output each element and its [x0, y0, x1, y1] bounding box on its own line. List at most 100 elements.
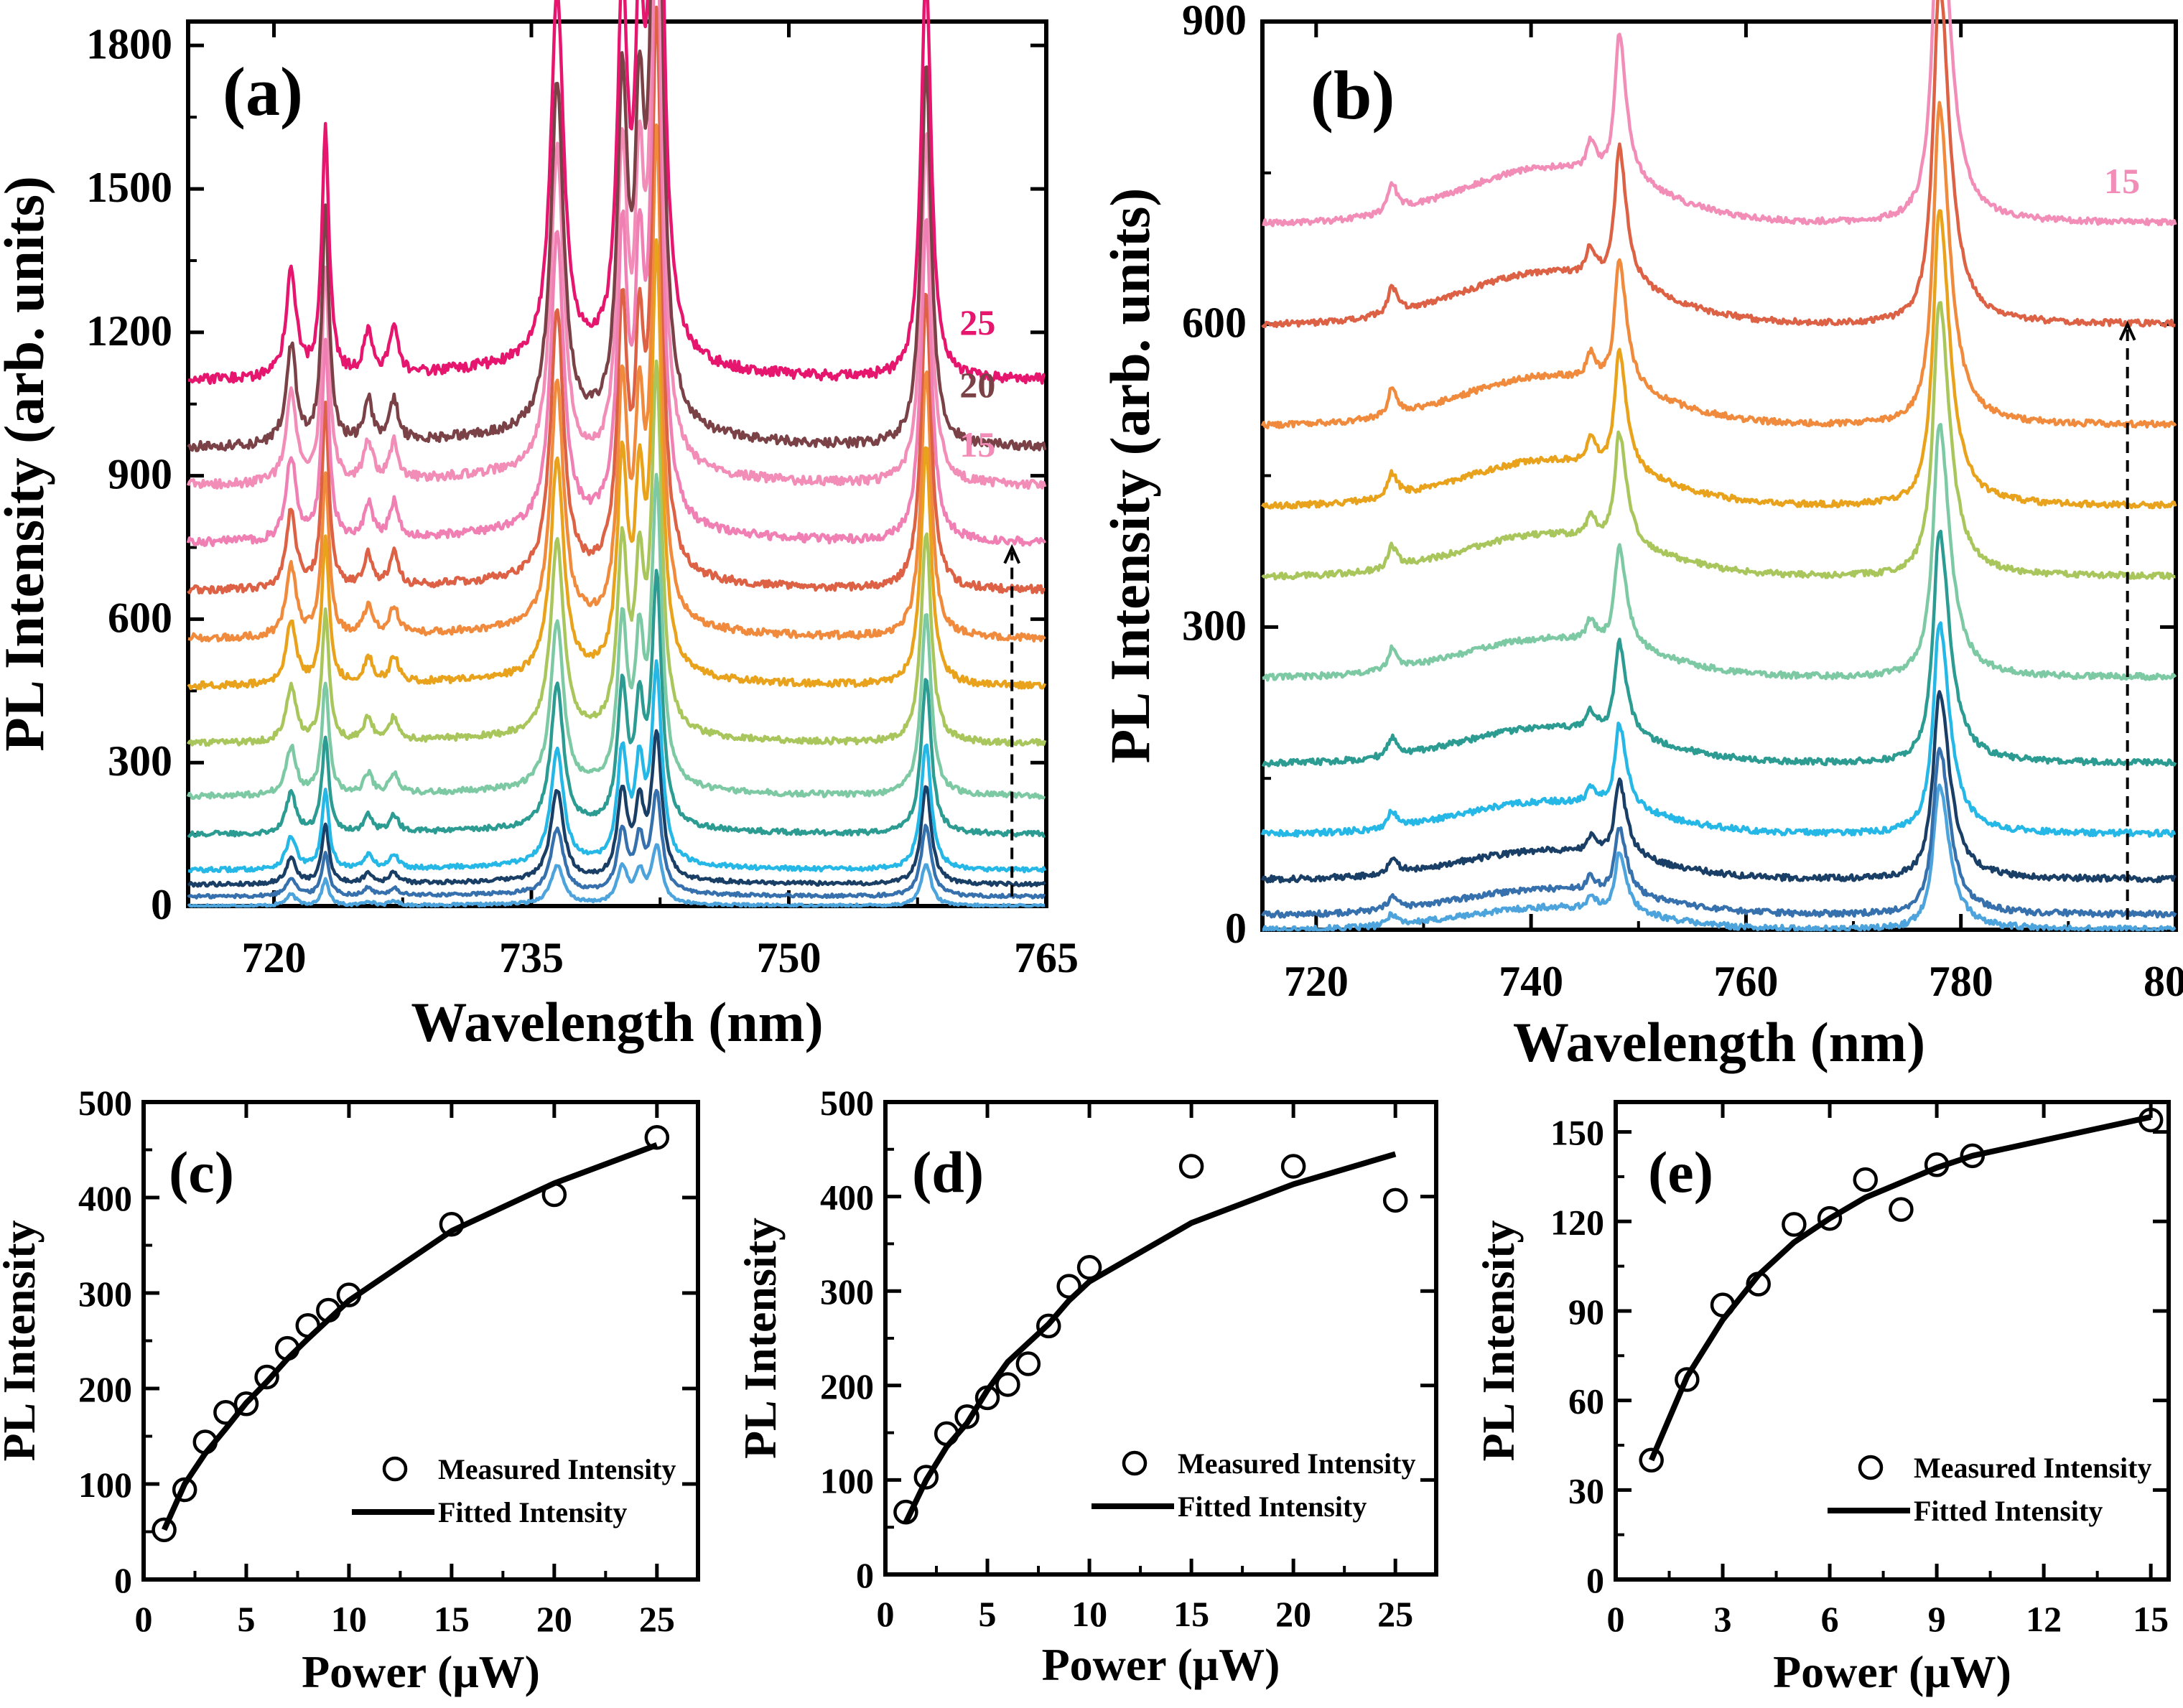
legend-fitted: Fitted Intensity — [438, 1496, 627, 1529]
x-tick-label: 25 — [639, 1599, 675, 1639]
y-axis-title: PL Intensity — [735, 1218, 786, 1459]
y-tick-label: 300 — [1182, 602, 1247, 649]
curve-label: 20 — [959, 365, 995, 405]
measured-point — [1178, 1154, 1204, 1179]
y-tick-label: 400 — [78, 1178, 132, 1218]
y-axis-title: PL Intensity — [0, 1220, 45, 1461]
x-axis-title: Power (μW) — [1773, 1646, 2011, 1697]
y-tick-label: 150 — [1550, 1113, 1604, 1153]
plot-frame — [1614, 1100, 2171, 1582]
panel-b: 720 740 760 780 800 0 300 600 900 Wavelength (nm)… — [1099, 0, 2183, 1073]
legend-fitted: Fitted Intensity — [1178, 1490, 1367, 1523]
measured-point — [439, 1211, 465, 1237]
x-tick-label: 9 — [1928, 1599, 1946, 1639]
y-axis-title: PL Intensity (arb. units) — [0, 176, 55, 752]
x-axis-title: Wavelength (nm) — [411, 991, 823, 1053]
x-tick-label: 735 — [499, 934, 564, 981]
arrow-head — [1003, 543, 1021, 564]
measured-point — [192, 1429, 218, 1455]
measured-point — [1710, 1292, 1736, 1317]
x-tick-label: 12 — [2026, 1599, 2062, 1639]
spectrum-line — [1261, 209, 2177, 510]
spectrum-line — [1260, 690, 2177, 884]
x-tick-label: 0 — [877, 1594, 895, 1634]
spectrum-line — [1262, 783, 2177, 932]
x-tick-label: 6 — [1821, 1599, 1839, 1639]
y-tick-label: 0 — [1225, 905, 1247, 952]
y-tick-label: 1200 — [86, 307, 172, 355]
x-tick-label: 720 — [1284, 958, 1349, 1005]
y-tick-label: 0 — [856, 1555, 874, 1595]
y-tick-label: 600 — [108, 594, 172, 641]
measured-point — [1076, 1255, 1102, 1280]
x-tick-label: 15 — [2133, 1599, 2169, 1639]
arrow-head — [2118, 320, 2136, 341]
y-tick-label: 100 — [78, 1465, 132, 1505]
y-tick-label: 500 — [820, 1083, 874, 1123]
y-tick-label: 120 — [1550, 1202, 1604, 1242]
y-tick-label: 30 — [1568, 1470, 1604, 1511]
measured-point — [893, 1499, 918, 1525]
x-tick-label: 760 — [1713, 958, 1778, 1005]
measured-point — [1960, 1143, 1986, 1169]
x-tick-label: 25 — [1377, 1594, 1413, 1634]
panel-label: (c) — [169, 1139, 234, 1205]
measured-point — [1056, 1274, 1081, 1299]
measured-point — [2138, 1107, 2164, 1133]
spectrum-line — [1261, 747, 2177, 919]
measured-point — [316, 1297, 341, 1323]
panel-label: (a) — [223, 53, 303, 130]
curve-label: 15 — [2104, 161, 2140, 201]
measured-point — [213, 1400, 238, 1425]
measured-point — [1382, 1187, 1408, 1213]
spectrum-line — [186, 0, 1047, 548]
y-axis-title: PL Intensity — [1473, 1220, 1524, 1461]
measured-point — [995, 1372, 1020, 1397]
measured-point — [541, 1182, 567, 1208]
measured-point — [1853, 1167, 1878, 1193]
legend-measured: Measured Intensity — [1178, 1447, 1415, 1480]
x-tick-label: 20 — [536, 1599, 572, 1639]
x-tick-label: 800 — [2144, 958, 2183, 1005]
measured-point — [1280, 1154, 1306, 1179]
y-tick-label: 500 — [78, 1083, 132, 1123]
curve-label: 15 — [959, 424, 995, 465]
y-tick-label: 600 — [1182, 299, 1247, 347]
spectrum-line — [187, 788, 1046, 900]
panel-label: (b) — [1311, 57, 1395, 134]
y-tick-label: 200 — [820, 1366, 874, 1406]
spectrum-line — [1261, 529, 2177, 767]
x-axis-title: Power (μW) — [302, 1646, 540, 1697]
fitted-line — [1649, 1114, 2152, 1462]
measured-point — [1889, 1197, 1914, 1222]
spectrum-line — [187, 729, 1046, 888]
fitted-line — [903, 1151, 1397, 1524]
y-tick-label: 200 — [78, 1369, 132, 1409]
y-tick-label: 90 — [1568, 1292, 1604, 1332]
y-tick-label: 300 — [820, 1271, 874, 1312]
legend-marker-measured — [1122, 1450, 1148, 1476]
x-tick-label: 720 — [242, 934, 307, 981]
x-tick-label: 5 — [979, 1594, 997, 1634]
x-axis-title: Wavelength (nm) — [1513, 1011, 1925, 1073]
x-tick-label: 10 — [331, 1599, 367, 1639]
spectrum-line — [187, 359, 1047, 747]
measured-point — [1746, 1271, 1771, 1297]
legend-marker-measured — [382, 1456, 408, 1482]
x-tick-label: 5 — [237, 1599, 255, 1639]
spectrum-line — [187, 238, 1047, 691]
measured-point — [295, 1312, 320, 1338]
measured-point — [1782, 1212, 1807, 1237]
panel-d: 0 5 10 15 20 25 0 100 200 300 400 500 Power (μW) PL I… — [735, 1083, 1438, 1690]
spectrum-line — [186, 0, 1047, 490]
spectrum-line — [186, 472, 1046, 801]
measured-point — [1924, 1152, 1950, 1177]
y-tick-label: 300 — [78, 1274, 132, 1314]
x-tick-label: 10 — [1071, 1594, 1107, 1634]
plot-frame — [186, 19, 1048, 908]
panel-c: 0 5 10 15 20 25 0 100 200 300 400 500 Power (μW) PL I… — [0, 1083, 700, 1697]
panel-label: (d) — [912, 1139, 984, 1205]
spectrum-line — [187, 5, 1046, 595]
y-tick-label: 1800 — [86, 20, 172, 67]
